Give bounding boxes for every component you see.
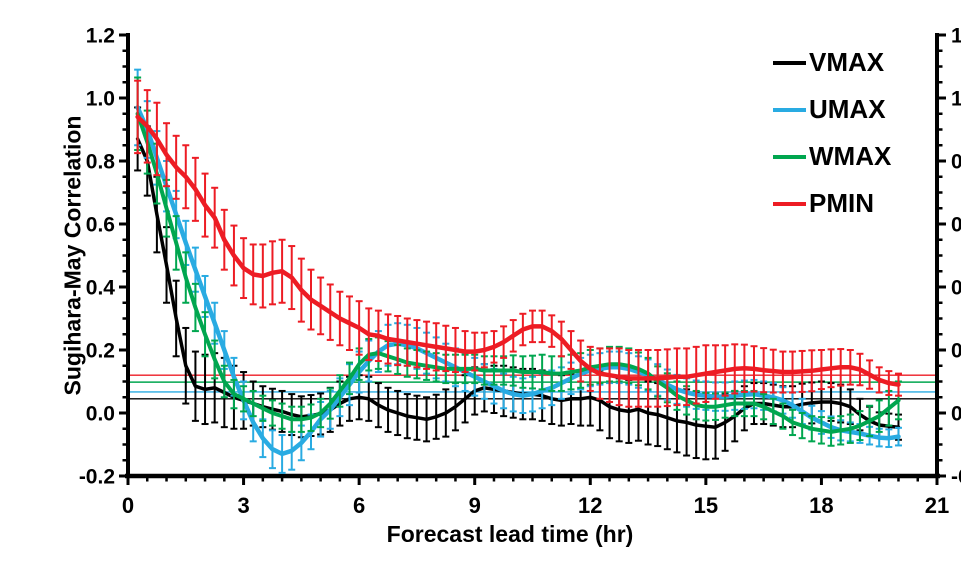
svg-text:0.4: 0.4 <box>951 277 961 300</box>
legend-label-wmax: WMAX <box>809 141 892 171</box>
svg-text:0.8: 0.8 <box>86 151 116 174</box>
svg-text:0.0: 0.0 <box>86 403 115 426</box>
svg-text:9: 9 <box>469 493 481 518</box>
svg-text:0.4: 0.4 <box>86 277 116 300</box>
legend-item-pmin: PMIN <box>773 187 891 220</box>
svg-text:1.2: 1.2 <box>86 25 115 48</box>
legend-item-vmax: VMAX <box>773 46 891 79</box>
legend-item-wmax: WMAX <box>773 140 891 173</box>
svg-text:0.6: 0.6 <box>951 214 961 237</box>
x-axis-title: Forecast lead time (hr) <box>386 521 634 547</box>
svg-text:0.2: 0.2 <box>86 340 115 363</box>
legend-swatch-wmax <box>773 154 806 159</box>
legend-label-vmax: VMAX <box>809 47 885 77</box>
svg-text:0: 0 <box>122 493 134 518</box>
legend-swatch-vmax <box>773 60 806 65</box>
correlation-chart: -0.2 -0.2 0.0 0.0 0.2 0.2 0.4 0.4 0.6 0.6 0.8 0.8 1.… <box>40 16 961 558</box>
legend-label-umax: UMAX <box>809 94 886 124</box>
legend-swatch-umax <box>773 107 806 112</box>
svg-text:0.8: 0.8 <box>951 151 961 174</box>
svg-text:18: 18 <box>809 493 833 518</box>
svg-text:1.2: 1.2 <box>951 25 961 48</box>
svg-text:0.6: 0.6 <box>86 214 115 237</box>
svg-text:0.2: 0.2 <box>951 340 961 363</box>
chart-canvas: -0.2 -0.2 0.0 0.0 0.2 0.2 0.4 0.4 0.6 0.6 0.8 0.8 1.… <box>79 25 961 519</box>
legend: VMAX UMAX WMAX PMIN <box>773 46 891 234</box>
svg-text:-0.2: -0.2 <box>79 466 115 489</box>
y-axis-title: Sugihara-May Correlation <box>59 115 86 396</box>
svg-text:1.0: 1.0 <box>951 88 961 111</box>
svg-text:0.0: 0.0 <box>951 403 961 426</box>
svg-text:12: 12 <box>578 493 602 518</box>
legend-swatch-pmin <box>773 201 806 206</box>
svg-text:6: 6 <box>353 493 365 518</box>
svg-text:-0.2: -0.2 <box>951 466 961 489</box>
legend-label-pmin: PMIN <box>809 188 874 218</box>
svg-text:1.0: 1.0 <box>86 88 115 111</box>
svg-text:21: 21 <box>925 493 949 518</box>
legend-item-umax: UMAX <box>773 93 891 126</box>
svg-text:15: 15 <box>694 493 718 518</box>
svg-text:3: 3 <box>237 493 249 518</box>
